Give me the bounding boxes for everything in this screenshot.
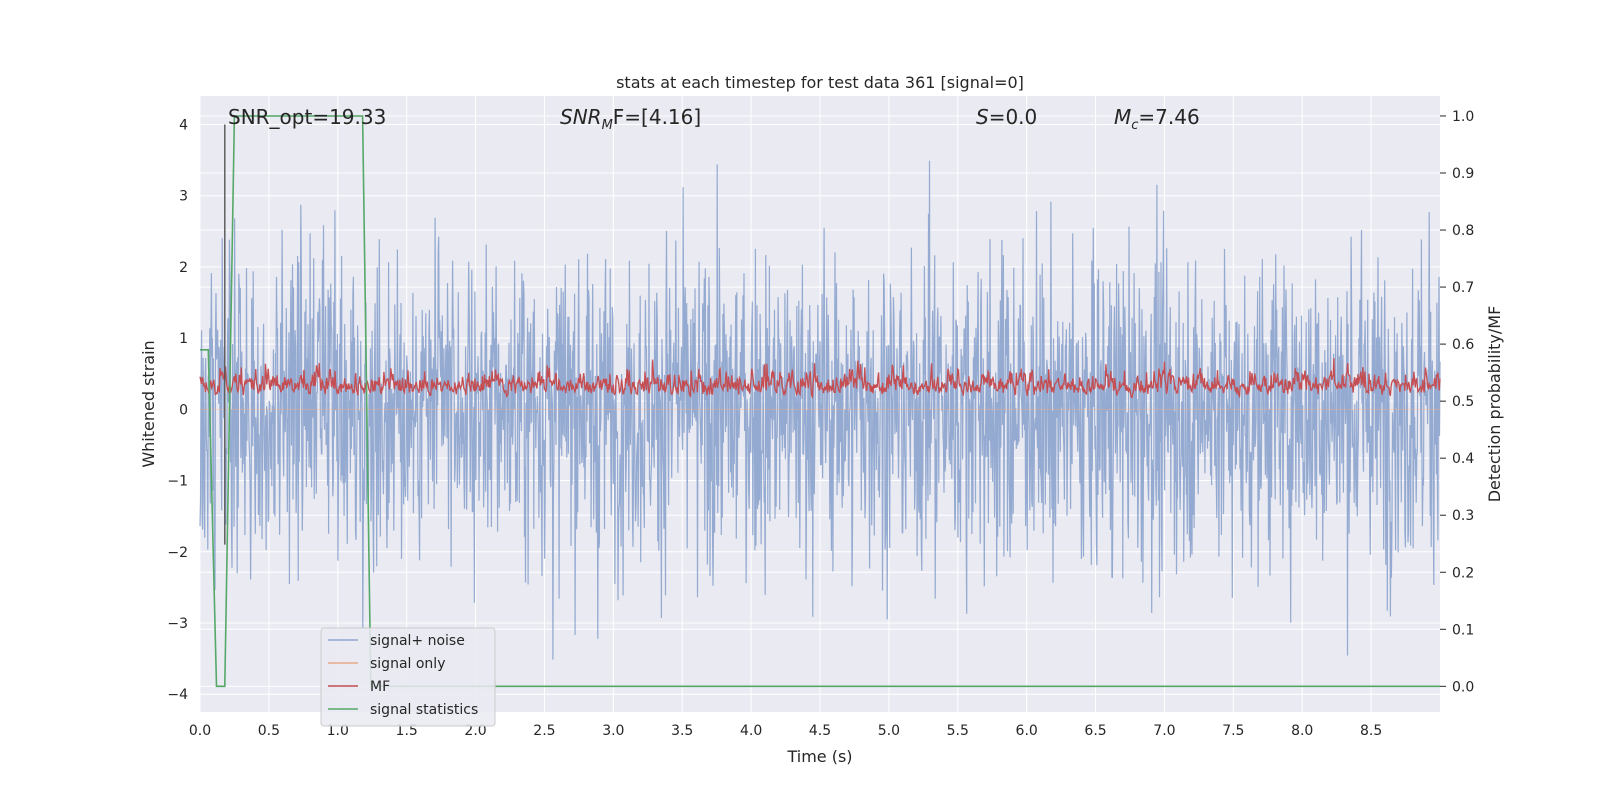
y-right-tick-label: 0.7 — [1452, 280, 1474, 296]
x-tick-label: 8.0 — [1291, 723, 1313, 739]
annotation-s: S=0.0 — [976, 105, 1037, 129]
y-tick-label: −4 — [167, 687, 188, 703]
y-right-tick-label: 0.5 — [1452, 394, 1474, 410]
y-axis-ticks: 4 3 2 1 0 −1 −2 −3 −4 — [167, 117, 188, 703]
y-right-tick-label: 0.3 — [1452, 508, 1474, 524]
y-right-tick-label: 0.1 — [1452, 622, 1474, 638]
x-axis-label: Time (s) — [786, 747, 852, 766]
legend: signal+ noise signal only MF signal stat… — [320, 627, 496, 727]
chart-title: stats at each timestep for test data 361… — [616, 73, 1024, 92]
y-tick-label: −2 — [167, 545, 188, 561]
y-tick-label: 0 — [179, 402, 188, 418]
legend-label-mf: MF — [370, 679, 390, 695]
x-tick-label: 4.5 — [809, 723, 831, 739]
y-tick-label: 1 — [179, 331, 188, 347]
x-tick-label: 7.5 — [1222, 723, 1244, 739]
signal-statistics-series — [200, 115, 1440, 688]
y-tick-label: 2 — [179, 260, 188, 276]
annotation-snr-mf: SNRMF=[4.16] — [560, 105, 701, 133]
y-right-tick-label: 0.9 — [1452, 166, 1474, 182]
y-right-tick-label: 0.4 — [1452, 451, 1474, 467]
x-tick-label: 0.0 — [189, 723, 211, 739]
signal-noise-series — [199, 160, 1441, 660]
mf-series — [199, 358, 1441, 400]
x-tick-label: 5.0 — [878, 723, 900, 739]
signal-noise-line — [199, 160, 1441, 660]
x-tick-label: 4.0 — [740, 723, 762, 739]
x-tick-label: 5.5 — [947, 723, 969, 739]
x-tick-label: 1.5 — [396, 723, 418, 739]
y-right-tick-label: 0.6 — [1452, 337, 1474, 353]
x-tick-label: 8.5 — [1360, 723, 1382, 739]
x-tick-label: 6.5 — [1084, 723, 1106, 739]
y-right-axis-ticks: 1.0 0.9 0.8 0.7 0.6 0.5 0.4 0.3 0.2 0.1 0.0 — [1440, 109, 1474, 695]
y-right-tick-label: 1.0 — [1452, 109, 1474, 125]
legend-label-signal-statistics: signal statistics — [370, 702, 478, 718]
y-right-axis-label: Detection probability/MF — [1485, 306, 1504, 503]
annotation-mc: Mc=7.46 — [1114, 105, 1200, 133]
y-tick-label: −1 — [167, 474, 188, 490]
legend-label-signal-only: signal only — [370, 656, 445, 672]
y-right-tick-label: 0.0 — [1452, 679, 1474, 695]
x-tick-label: 2.5 — [533, 723, 555, 739]
x-tick-label: 7.0 — [1153, 723, 1175, 739]
x-tick-label: 0.5 — [258, 723, 280, 739]
mf-line — [199, 358, 1441, 400]
y-tick-label: −3 — [167, 616, 188, 632]
legend-label-signal-noise: signal+ noise — [370, 633, 465, 649]
x-tick-label: 1.0 — [327, 723, 349, 739]
signal-statistics-line — [200, 115, 1440, 688]
x-tick-label: 2.0 — [464, 723, 486, 739]
legend-box — [320, 627, 496, 727]
x-tick-label: 6.0 — [1016, 723, 1038, 739]
x-tick-label: 3.5 — [671, 723, 693, 739]
y-tick-label: 4 — [179, 117, 188, 133]
annotation-snr-opt: SNR_opt=19.33 — [228, 105, 386, 129]
y-axis-label: Whitened strain — [139, 340, 158, 467]
y-right-tick-label: 0.8 — [1452, 223, 1474, 239]
y-tick-label: 3 — [179, 189, 188, 205]
x-tick-label: 3.0 — [602, 723, 624, 739]
y-right-tick-label: 0.2 — [1452, 565, 1474, 581]
x-axis-ticks: 0.0 0.5 1.0 1.5 2.0 2.5 3.0 3.5 4.0 4.5 5.0 5.5 6.0 6… — [189, 723, 1382, 739]
